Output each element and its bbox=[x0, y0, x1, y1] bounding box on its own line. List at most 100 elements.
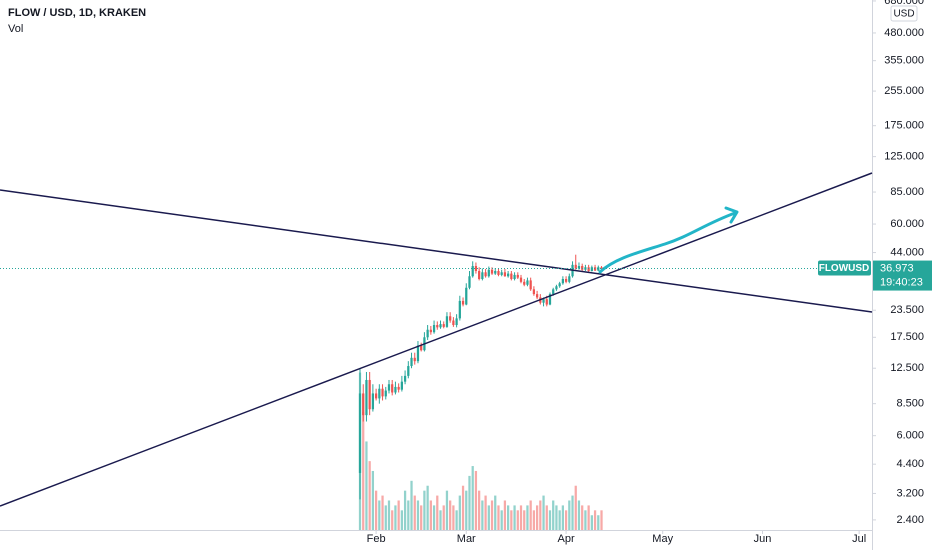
y-tick-label: 8.500 bbox=[896, 398, 924, 410]
candle-body bbox=[487, 269, 490, 277]
volume-bar bbox=[507, 505, 510, 530]
symbol-tag bbox=[818, 260, 871, 276]
volume-bar bbox=[474, 470, 478, 530]
volume-bar bbox=[484, 495, 487, 530]
candle-body bbox=[391, 384, 394, 393]
candle-body bbox=[545, 299, 548, 305]
symbol-label: FLOWUSD bbox=[819, 263, 870, 274]
volume-bar bbox=[548, 510, 552, 530]
volume-bar bbox=[535, 505, 539, 530]
volume-bar bbox=[539, 500, 542, 530]
volume-bar bbox=[465, 490, 468, 530]
y-tick-label: 480.000 bbox=[884, 27, 924, 39]
candle-body bbox=[597, 267, 600, 271]
volume-bar bbox=[426, 485, 429, 530]
volume-bar bbox=[587, 505, 590, 530]
candle-body bbox=[426, 329, 429, 338]
candle-body bbox=[429, 329, 432, 333]
candle-body bbox=[574, 264, 577, 269]
volume-bar bbox=[577, 500, 581, 530]
volume-bar bbox=[368, 461, 371, 530]
candle-body bbox=[436, 325, 439, 328]
volume-bar bbox=[420, 505, 423, 530]
series bbox=[358, 254, 603, 530]
candle-body bbox=[452, 320, 455, 326]
volume-bar bbox=[391, 510, 394, 530]
volume-bar bbox=[529, 500, 532, 530]
currency: USD bbox=[893, 9, 914, 20]
y-tick-label: 3.200 bbox=[896, 487, 924, 499]
y-tick-label: 175.000 bbox=[884, 120, 924, 132]
volume-bar bbox=[497, 505, 500, 530]
currency-box[interactable] bbox=[890, 5, 918, 22]
candle-body bbox=[523, 281, 526, 285]
volume-bar bbox=[552, 500, 555, 530]
candle-body bbox=[449, 316, 452, 321]
volume-bar bbox=[471, 466, 474, 530]
volume-bar bbox=[555, 505, 558, 530]
candle-body bbox=[420, 345, 423, 351]
candle-body bbox=[535, 294, 539, 298]
countdown: 19:40:23 bbox=[880, 276, 923, 288]
drawing-arrow bbox=[598, 206, 739, 274]
y-tick-label: 4.400 bbox=[896, 458, 924, 470]
volume-bar bbox=[365, 441, 368, 530]
candle-body bbox=[394, 386, 397, 393]
candle-body bbox=[552, 289, 555, 295]
volume-bar bbox=[487, 505, 490, 530]
volume-bar bbox=[532, 510, 536, 530]
volume-bar bbox=[561, 505, 564, 530]
candle-body bbox=[561, 279, 564, 284]
volume-bar bbox=[387, 500, 391, 530]
y-tick-label: 355.000 bbox=[884, 55, 924, 67]
volume-bar bbox=[371, 470, 375, 530]
x-tick-label: Feb bbox=[367, 533, 386, 545]
candle-body bbox=[461, 300, 465, 305]
candle-body bbox=[407, 366, 410, 376]
volume-bar bbox=[381, 495, 384, 530]
candle-body bbox=[497, 271, 500, 275]
candle-body bbox=[378, 388, 381, 399]
volume-bar bbox=[478, 490, 481, 530]
y-tick-label: 680.000 bbox=[884, 0, 924, 7]
volume-bar bbox=[523, 510, 526, 530]
candle-body bbox=[519, 277, 523, 282]
candle-body bbox=[358, 393, 362, 473]
volume-bar bbox=[413, 495, 416, 530]
volume-bar bbox=[590, 515, 593, 530]
candle-body bbox=[587, 267, 590, 272]
candle-body bbox=[542, 299, 545, 303]
volume-bar bbox=[374, 490, 378, 530]
candle-body bbox=[439, 324, 442, 328]
volume-bar bbox=[574, 485, 577, 530]
y-tick-label: 2.400 bbox=[896, 514, 924, 526]
last-price-label: 36.973 bbox=[880, 262, 914, 274]
volume-bar bbox=[416, 500, 420, 530]
y-tick-label: 12.500 bbox=[890, 362, 924, 374]
candle-body bbox=[397, 386, 400, 390]
volume-bar bbox=[581, 505, 584, 530]
candle-body bbox=[458, 300, 461, 319]
y-tick-label: 17.500 bbox=[890, 331, 924, 343]
volume-bar bbox=[481, 500, 484, 530]
volume-bar bbox=[593, 510, 597, 530]
candle-body bbox=[374, 393, 378, 399]
candle-body bbox=[529, 280, 532, 290]
volume-bar bbox=[503, 500, 507, 530]
candle-body bbox=[513, 274, 516, 280]
candle-body bbox=[526, 280, 529, 285]
candle-body bbox=[387, 384, 391, 391]
candle-body bbox=[471, 266, 474, 277]
candle-body bbox=[532, 289, 536, 295]
volume-bar bbox=[597, 515, 600, 530]
volume-bar bbox=[600, 510, 603, 530]
candle-body bbox=[442, 324, 445, 327]
candle-body bbox=[371, 393, 375, 410]
candle-body bbox=[478, 271, 481, 280]
volume-bar bbox=[458, 495, 461, 530]
last-price-tag bbox=[873, 260, 932, 291]
x-tick-label: Jun bbox=[754, 533, 772, 545]
y-tick-label: 6.000 bbox=[896, 430, 924, 442]
volume-bar bbox=[558, 510, 561, 530]
volume-bar bbox=[513, 505, 516, 530]
